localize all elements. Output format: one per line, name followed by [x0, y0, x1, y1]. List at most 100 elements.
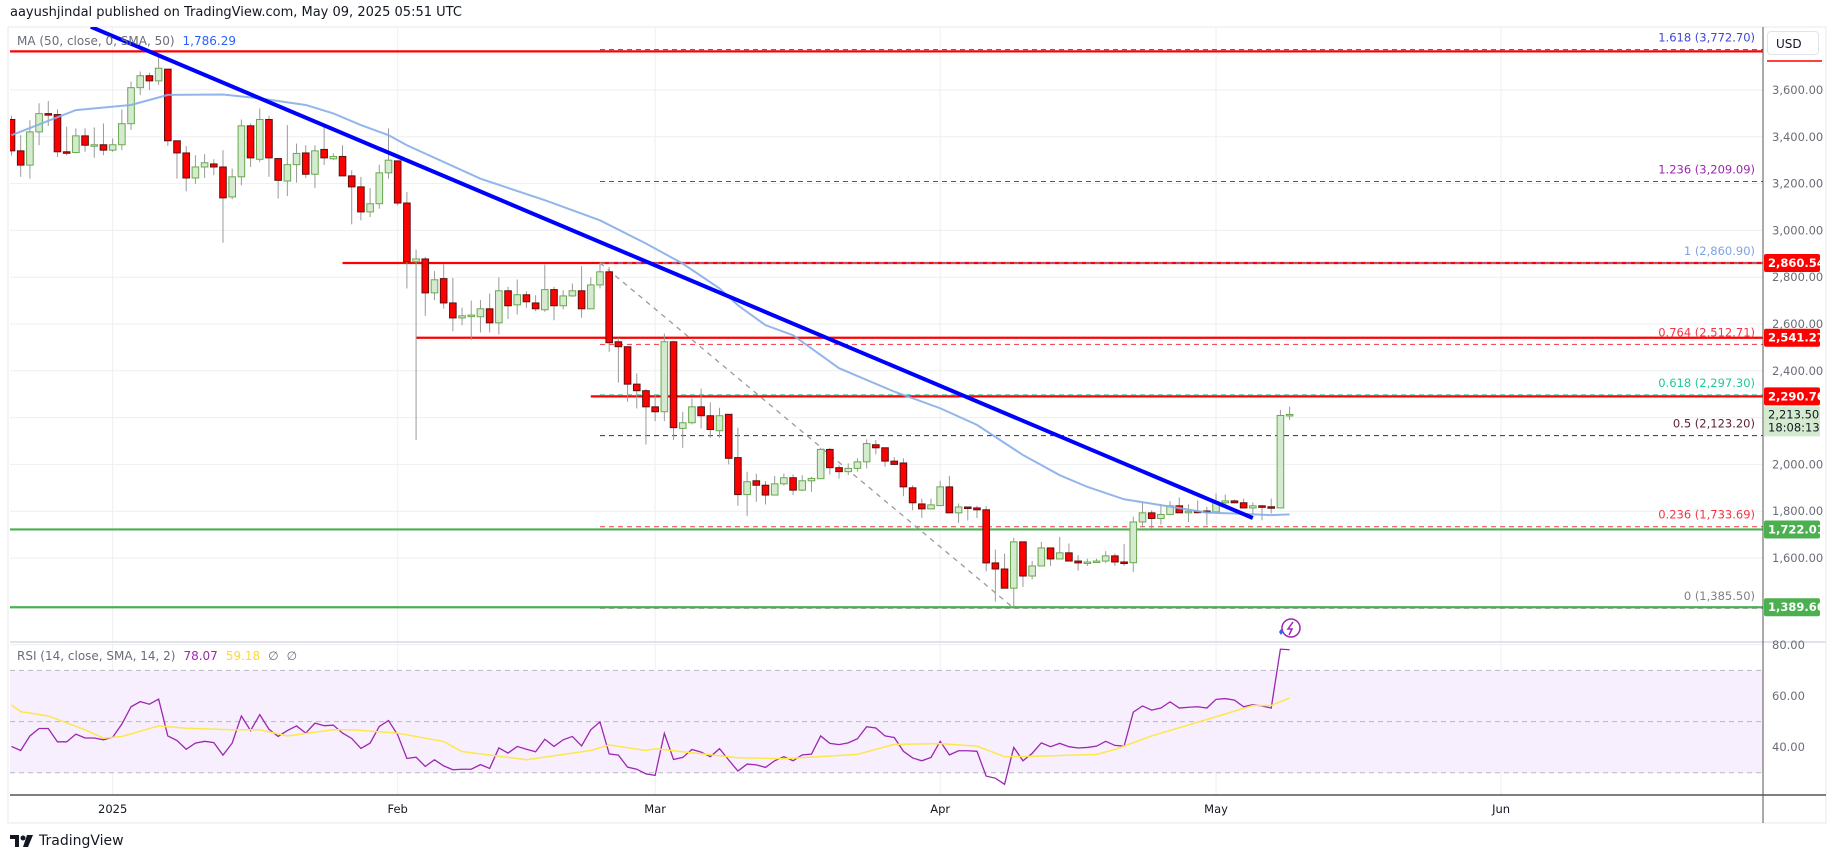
candle — [366, 188, 374, 218]
bar-countdown: 18:08:13 — [1768, 420, 1820, 434]
candle — [338, 145, 347, 177]
candle-body-down — [669, 341, 678, 429]
candle — [531, 295, 540, 312]
candle-body-down — [485, 308, 494, 324]
candle — [945, 475, 954, 514]
candle-body-down — [439, 278, 448, 304]
ma-legend-label: MA (50, close, 0, SMA, 50) — [17, 34, 175, 48]
candle — [973, 505, 981, 518]
rsi-pane[interactable] — [10, 648, 1763, 786]
candle — [734, 427, 742, 506]
candle-body-down — [991, 562, 1000, 570]
candle — [927, 498, 935, 510]
candle — [1184, 504, 1193, 522]
candle — [274, 158, 282, 199]
candle — [789, 474, 797, 496]
candle — [862, 439, 871, 469]
candle-body-down — [320, 148, 328, 159]
candle — [513, 279, 522, 315]
candle-body-up — [412, 258, 420, 263]
candle — [430, 271, 439, 301]
candle — [550, 286, 558, 321]
price-axis-tick: 2,800.00 — [1772, 270, 1823, 284]
candle — [311, 145, 319, 189]
candle — [1055, 536, 1064, 560]
ma-legend[interactable]: MA (50, close, 0, SMA, 50) 1,786.29 — [17, 34, 244, 48]
candle — [715, 407, 724, 438]
candle — [209, 159, 218, 176]
candle — [1111, 553, 1119, 566]
candle — [1147, 510, 1156, 529]
candle — [246, 123, 255, 167]
candle-body-down — [632, 383, 641, 392]
price-level-label-bg — [1764, 598, 1820, 617]
candle-body-down — [1065, 552, 1073, 562]
candle-body-up — [292, 152, 301, 166]
candle — [329, 153, 338, 161]
candle — [899, 458, 908, 497]
candle — [522, 291, 531, 308]
candle — [816, 447, 825, 480]
candle-body-up — [26, 131, 34, 166]
candle — [1138, 502, 1147, 527]
candle-body-up — [495, 290, 503, 324]
candle-body-down — [522, 294, 531, 303]
candle — [1249, 502, 1257, 514]
price-axis-tick: 2,600.00 — [1772, 317, 1823, 331]
candle-body-up — [237, 125, 246, 178]
candle — [1239, 498, 1248, 509]
candle-body-up — [1129, 521, 1138, 564]
candle — [1129, 516, 1138, 573]
rsi-legend[interactable]: RSI (14, close, SMA, 14, 2) 78.07 59.18 ∅ ∅ — [17, 649, 305, 663]
candle — [724, 413, 733, 465]
candle-body-down — [697, 406, 705, 417]
candle — [1028, 561, 1036, 580]
price-level-label-bg — [1764, 254, 1820, 273]
candle-body-down — [982, 509, 990, 564]
tradingview-logo[interactable]: TradingView — [10, 833, 124, 849]
price-level-label: 1,722.01 — [1768, 522, 1825, 536]
candle-body-up — [1055, 552, 1064, 560]
candle — [798, 475, 807, 492]
axes: 3,600.00 3,400.00 3,200.00 3,000.00 2,800.00… — [10, 27, 1826, 823]
candle — [826, 447, 834, 475]
fib-level-label: 0 (1,385.50) — [1684, 589, 1755, 603]
candle — [476, 300, 485, 333]
candle-body-up — [1028, 565, 1036, 577]
rsi-sma-legend-value: 59.18 — [225, 649, 261, 663]
candle — [1009, 537, 1018, 608]
rsi-axis-tick: 40.00 — [1772, 740, 1805, 754]
candle — [761, 481, 770, 505]
candle — [541, 264, 549, 312]
candle-body-down — [62, 151, 71, 154]
price-axis-tick: 3,000.00 — [1772, 223, 1823, 237]
events-lightning-icon[interactable] — [1279, 618, 1301, 638]
candle — [1065, 543, 1073, 562]
candle — [191, 155, 200, 184]
candle-body-down — [347, 175, 356, 188]
price-axis-tick: 2,400.00 — [1772, 364, 1823, 378]
time-axis-tick: Jun — [1491, 802, 1510, 816]
candle — [292, 143, 301, 183]
candle-body-up — [862, 443, 871, 463]
time-axis-tick: 2025 — [98, 802, 127, 816]
candle-body-down — [651, 406, 659, 413]
price-pane[interactable]: 1.618 (3,772.70) 1.236 (3,209.09) 1 (2,860… — [2, 27, 1763, 609]
candle-body-up — [1092, 560, 1101, 564]
rsi-axis-tick: 80.00 — [1772, 638, 1805, 652]
candle-body-up — [936, 486, 944, 507]
candle-body-up — [191, 166, 200, 179]
candle-body-down — [623, 346, 632, 385]
publish-info: aayushjindal published on TradingView.co… — [10, 5, 462, 20]
candle-body-down — [449, 302, 457, 319]
candle-body-down — [1000, 568, 1009, 589]
price-axis-tick: 1,600.00 — [1772, 551, 1823, 565]
currency-button[interactable]: USD — [1767, 31, 1819, 55]
candle — [118, 109, 126, 151]
candle — [1230, 499, 1239, 504]
ma50-line — [11, 93, 1290, 517]
candle — [844, 463, 853, 476]
candle — [1046, 547, 1055, 566]
candle-body-up — [375, 172, 384, 205]
